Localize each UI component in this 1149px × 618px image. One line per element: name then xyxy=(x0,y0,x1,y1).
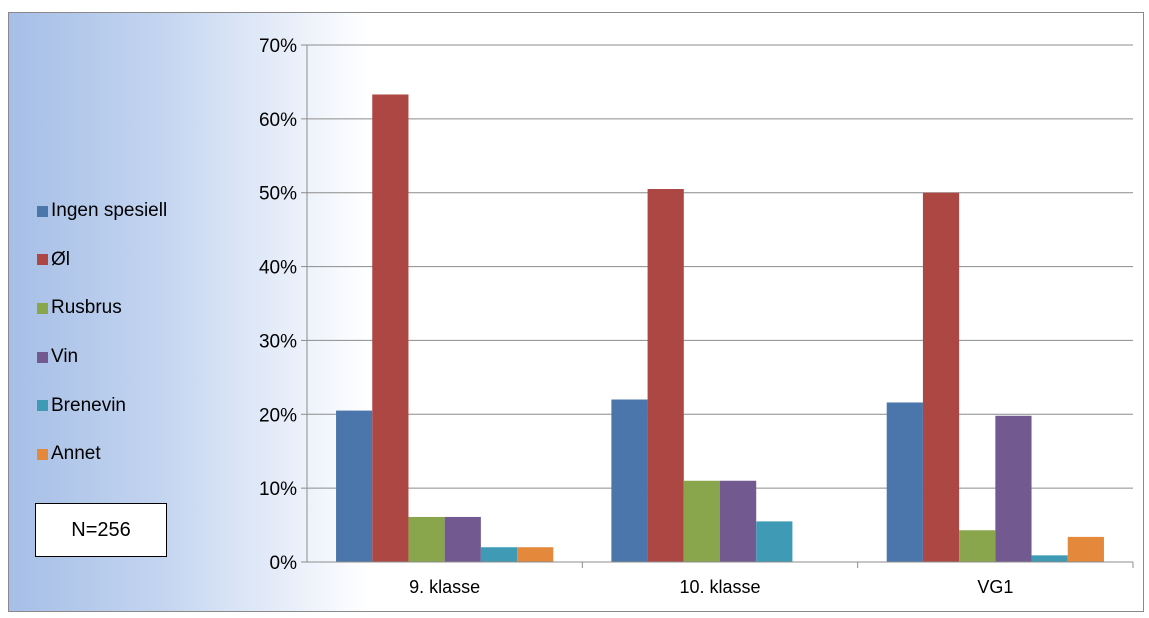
x-tick-label: 10. klasse xyxy=(679,577,760,597)
legend-swatch xyxy=(37,448,48,460)
legend-swatch xyxy=(37,302,48,314)
legend-swatch xyxy=(37,351,48,363)
bar xyxy=(756,521,793,562)
legend-label: Vin xyxy=(51,346,79,368)
bar xyxy=(683,480,720,562)
y-tick-label: 10% xyxy=(259,479,297,500)
legend-item: Øl xyxy=(37,236,167,285)
legend-item: Brenevin xyxy=(37,381,167,430)
bar xyxy=(372,94,409,562)
bar xyxy=(611,399,648,562)
y-tick-label: 70% xyxy=(259,36,297,57)
bar xyxy=(886,402,923,562)
legend-item: Annet xyxy=(37,430,167,479)
legend-label: Brenevin xyxy=(51,394,126,416)
bar xyxy=(995,415,1032,562)
bar xyxy=(959,530,996,562)
y-tick-label: 50% xyxy=(259,184,297,205)
legend-swatch xyxy=(37,400,48,412)
y-tick-label: 60% xyxy=(259,110,297,131)
bar xyxy=(1067,536,1104,562)
legend-swatch xyxy=(37,254,48,266)
legend-swatch xyxy=(37,205,48,217)
bar xyxy=(1031,555,1068,562)
chart-frame: 0% 10% 20% 30% 40% 50% 60% 70% 9. klasse 10. klas… xyxy=(8,12,1144,612)
bar xyxy=(922,192,960,562)
y-tick-label: 40% xyxy=(259,258,297,279)
sample-size-label: N=256 xyxy=(71,518,131,541)
legend-item: Rusbrus xyxy=(37,284,167,333)
legend-label: Ingen spesiell xyxy=(51,200,168,222)
y-tick-label: 0% xyxy=(270,553,298,574)
x-tick-label: 9. klasse xyxy=(409,577,480,597)
y-tick-label: 20% xyxy=(259,405,297,426)
legend: Ingen spesiell Øl Rusbrus Vin Brenevin Annet xyxy=(37,187,167,479)
bar xyxy=(720,480,757,562)
bar xyxy=(480,547,518,562)
legend-item: Ingen spesiell xyxy=(37,187,167,236)
bar-chart: 0% 10% 20% 30% 40% 50% 60% 70% 9. klasse 10. klas… xyxy=(259,36,1134,597)
bar xyxy=(517,547,554,562)
bar xyxy=(336,410,373,562)
bar xyxy=(444,516,481,562)
legend-item: Vin xyxy=(37,333,167,382)
x-tick-label: VG1 xyxy=(977,577,1013,597)
legend-label: Øl xyxy=(51,248,70,270)
bar xyxy=(408,516,445,562)
legend-label: Annet xyxy=(51,443,101,465)
bar xyxy=(647,189,684,562)
y-tick-label: 30% xyxy=(259,331,297,352)
legend-label: Rusbrus xyxy=(51,297,122,319)
sample-size-box: N=256 xyxy=(35,503,167,557)
